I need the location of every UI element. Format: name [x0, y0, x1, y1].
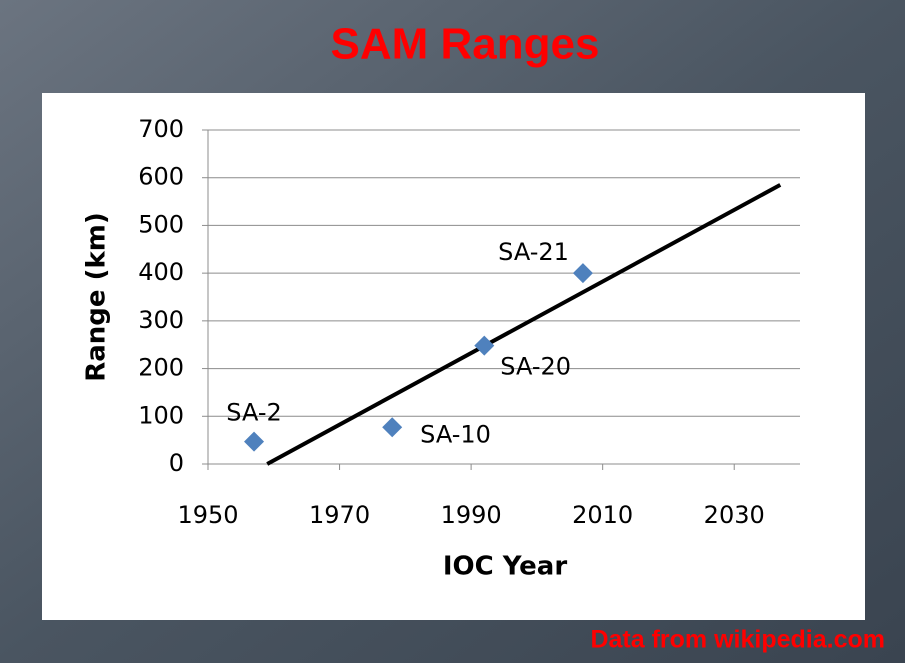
- y-tick-label: 700: [138, 115, 184, 143]
- point-label: SA-21: [498, 238, 569, 266]
- point-label: SA-20: [500, 353, 571, 381]
- y-tick-label: 300: [138, 306, 184, 334]
- y-axis-title: Range (km): [82, 212, 112, 382]
- x-tick-label: 2010: [572, 501, 633, 529]
- x-tick-label: 1990: [441, 501, 502, 529]
- y-tick-label: 200: [138, 354, 184, 382]
- page: {"chart_data": { "type": "scatter", "tit…: [0, 0, 905, 663]
- chart-title: SAM Ranges: [331, 20, 600, 69]
- chart: SAM Ranges IOC Year Range (km) Data from…: [0, 0, 905, 663]
- x-tick-label: 2030: [704, 501, 765, 529]
- x-tick-label: 1950: [177, 501, 238, 529]
- x-axis-title: IOC Year: [443, 552, 568, 582]
- point-label: SA-10: [420, 420, 491, 448]
- footnote: Data from wikipedia.com: [590, 626, 885, 654]
- point-label: SA-2: [226, 399, 282, 427]
- y-tick-label: 500: [138, 210, 184, 238]
- y-tick-label: 100: [138, 401, 184, 429]
- y-tick-label: 400: [138, 258, 184, 286]
- y-tick-label: 0: [169, 449, 184, 477]
- y-tick-label: 600: [138, 163, 184, 191]
- x-tick-label: 1970: [309, 501, 370, 529]
